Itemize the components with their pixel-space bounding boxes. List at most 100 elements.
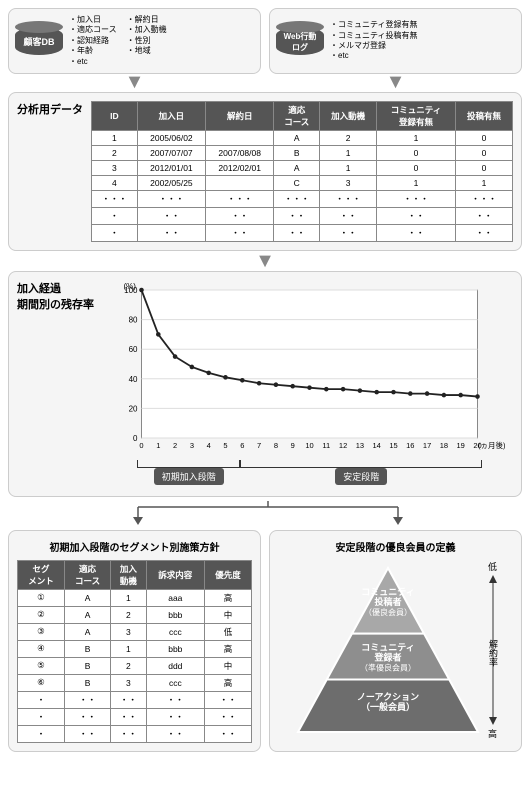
bottom-row: 初期加入段階のセグメント別施策方針 セグ メント適応 コース加入 動機訴求内容優… xyxy=(8,530,522,752)
table-row: 12005/06/02A210 xyxy=(92,130,513,145)
table-header: 加入動機 xyxy=(320,101,377,130)
svg-text:（一般会員）: （一般会員） xyxy=(360,701,414,712)
svg-text:3: 3 xyxy=(190,441,194,450)
table-row: ・・・・・・・・・・・・・ xyxy=(92,207,513,224)
chart-brackets: 初期加入段階 安定段階 xyxy=(102,460,513,488)
field-item: コミュニティ投稿有無 xyxy=(330,31,418,41)
svg-text:コミュニティ: コミュニティ xyxy=(361,643,414,653)
field-item: 地域 xyxy=(127,46,167,56)
svg-text:16: 16 xyxy=(406,441,414,450)
field-item: 加入動機 xyxy=(127,25,167,35)
table-row: ・・・・・・・・・ xyxy=(18,708,252,725)
svg-text:8: 8 xyxy=(274,441,278,450)
table-row: 42002/05/25C311 xyxy=(92,175,513,190)
db-label: Web行動 ログ xyxy=(276,31,324,53)
pyramid-chart: コミュニティ投稿者（優良会員）コミュニティ登録者（準優良会員）ノーアクション（一… xyxy=(293,560,483,740)
svg-text:1: 1 xyxy=(156,441,160,450)
table-row: ②A2bbb中 xyxy=(18,606,252,623)
svg-text:(ヵ月後): (ヵ月後) xyxy=(478,440,506,450)
segment-panel: 初期加入段階のセグメント別施策方針 セグ メント適応 コース加入 動機訴求内容優… xyxy=(8,530,261,752)
table-header: ID xyxy=(92,101,138,130)
svg-text:登録者: 登録者 xyxy=(373,652,401,663)
svg-text:9: 9 xyxy=(291,441,295,450)
svg-text:10: 10 xyxy=(305,441,313,450)
source-web-log: Web行動 ログ コミュニティ登録有無コミュニティ投稿有無メルマガ登録etc xyxy=(269,8,522,74)
table-header: 訴求内容 xyxy=(146,560,204,589)
line-chart: 020406080100(%)0123456789101112131415161… xyxy=(102,280,513,460)
svg-text:（準優良会員）: （準優良会員） xyxy=(360,663,416,673)
svg-text:（優良会員）: （優良会員） xyxy=(364,607,412,617)
arrows-down: ▼ ▼ xyxy=(8,74,522,92)
analysis-panel: 分析用データ ID加入日解約日適応 コース加入動機コミュニティ 登録有無投稿有無… xyxy=(8,92,522,251)
arrow-bottom-label: 高 xyxy=(488,727,497,740)
split-arrows xyxy=(8,501,522,527)
table-header: 解約日 xyxy=(206,101,274,130)
field-item: コミュニティ登録有無 xyxy=(330,20,418,30)
web-log-fields: コミュニティ登録有無コミュニティ投稿有無メルマガ登録etc xyxy=(330,20,418,62)
svg-text:解約率: 解約率 xyxy=(488,638,498,667)
field-item: 適応コース xyxy=(69,25,117,35)
table-row: ④B1bbb高 xyxy=(18,640,252,657)
arrow-down-icon: ▼ xyxy=(8,76,261,88)
table-header: 優先度 xyxy=(205,560,252,589)
field-item: 解約日 xyxy=(127,15,167,25)
rate-arrow: 低 解約率 高 xyxy=(487,560,499,740)
table-row: ・・・・・・・・・・・・・ xyxy=(92,224,513,241)
svg-text:2: 2 xyxy=(173,441,177,450)
svg-text:ノーアクション: ノーアクション xyxy=(356,692,418,702)
database-icon: 顧客DB xyxy=(15,21,63,61)
table-row: ⑤B2ddd中 xyxy=(18,657,252,674)
svg-text:(%): (%) xyxy=(124,282,137,291)
table-row: ①A1aaa高 xyxy=(18,589,252,606)
bracket-right-label: 安定段階 xyxy=(335,468,387,485)
source-row: 顧客DB 加入日適応コース認知経路年齢etc解約日加入動機性別地域 Web行動 … xyxy=(8,8,522,74)
survival-chart: 020406080100(%)0123456789101112131415161… xyxy=(102,280,513,488)
customer-db-fields: 加入日適応コース認知経路年齢etc解約日加入動機性別地域 xyxy=(69,15,167,67)
db-label: 顧客DB xyxy=(15,35,63,48)
arrow-down-icon: ▼ xyxy=(269,76,522,88)
chart-panel: 加入経過 期間別の残存率 020406080100(%)012345678910… xyxy=(8,271,522,497)
svg-text:40: 40 xyxy=(129,375,138,384)
svg-text:17: 17 xyxy=(423,441,431,450)
table-row: ・・・・・・・・・ xyxy=(18,725,252,742)
source-customer-db: 顧客DB 加入日適応コース認知経路年齢etc解約日加入動機性別地域 xyxy=(8,8,261,74)
svg-text:0: 0 xyxy=(139,441,143,450)
segment-table: セグ メント適応 コース加入 動機訴求内容優先度 ①A1aaa高②A2bbb中③… xyxy=(17,560,252,743)
double-arrow-icon: 解約率 xyxy=(487,575,499,725)
field-item: 年齢 xyxy=(69,46,117,56)
svg-text:80: 80 xyxy=(129,316,138,325)
svg-text:0: 0 xyxy=(133,434,138,443)
table-header: 加入日 xyxy=(137,101,205,130)
table-row: ③A3ccc低 xyxy=(18,623,252,640)
arrow-down-icon: ▼ xyxy=(8,255,522,267)
pyramid-title: 安定段階の優良会員の定義 xyxy=(278,539,513,554)
svg-text:15: 15 xyxy=(389,441,397,450)
table-row: ・・・・・・・・・・・・・・・・・・・・・ xyxy=(92,190,513,207)
svg-text:投稿者: 投稿者 xyxy=(374,596,401,607)
svg-text:60: 60 xyxy=(129,345,138,354)
field-item: メルマガ登録 xyxy=(330,41,418,51)
field-item: 認知経路 xyxy=(69,36,117,46)
table-header: セグ メント xyxy=(18,560,65,589)
svg-text:14: 14 xyxy=(373,441,381,450)
svg-text:4: 4 xyxy=(207,441,211,450)
segment-title: 初期加入段階のセグメント別施策方針 xyxy=(17,539,252,554)
field-item: etc xyxy=(330,51,418,61)
svg-text:5: 5 xyxy=(223,441,227,450)
bracket-left-label: 初期加入段階 xyxy=(154,468,224,485)
database-icon: Web行動 ログ xyxy=(276,21,324,61)
analysis-table: ID加入日解約日適応 コース加入動機コミュニティ 登録有無投稿有無 12005/… xyxy=(91,101,513,242)
field-item: 加入日 xyxy=(69,15,117,25)
svg-text:11: 11 xyxy=(322,441,330,450)
analysis-label: 分析用データ xyxy=(17,101,83,117)
svg-text:18: 18 xyxy=(440,441,448,450)
svg-text:12: 12 xyxy=(339,441,347,450)
table-row: 22007/07/072007/08/08B100 xyxy=(92,145,513,160)
field-item: etc xyxy=(69,57,117,67)
table-header: 適応 コース xyxy=(274,101,320,130)
pyramid-panel: 安定段階の優良会員の定義 コミュニティ投稿者（優良会員）コミュニティ登録者（準優… xyxy=(269,530,522,752)
table-header: 投稿有無 xyxy=(455,101,512,130)
svg-text:20: 20 xyxy=(129,404,138,413)
svg-text:19: 19 xyxy=(457,441,465,450)
table-row: ・・・・・・・・・ xyxy=(18,691,252,708)
